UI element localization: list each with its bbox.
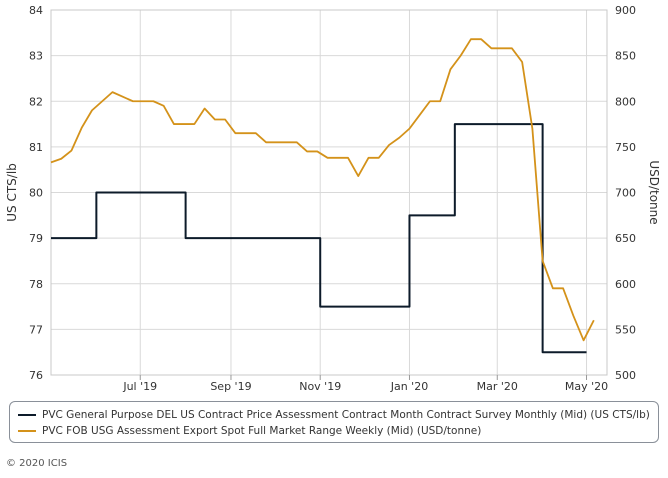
left-axis-title: US CTS/lb <box>5 163 19 222</box>
x-tick-label: Nov '19 <box>299 380 341 393</box>
vertical-gridlines <box>139 10 588 375</box>
left-axis-ticks: 76 77 78 79 80 81 82 83 84 <box>29 4 43 382</box>
left-tick-label: 81 <box>29 141 43 154</box>
right-axis-ticks: 500 550 600 650 700 750 800 850 900 <box>615 4 636 382</box>
x-axis-ticks: Jul '19 Sep '19 Nov '19 Jan '20 Mar '20 May '… <box>122 375 608 393</box>
left-tick-label: 84 <box>29 4 43 17</box>
left-tick-label: 78 <box>29 278 43 291</box>
legend-swatch-contract <box>18 414 36 416</box>
legend-item-contract[interactable]: PVC General Purpose DEL US Contract Pric… <box>18 407 650 423</box>
legend: PVC General Purpose DEL US Contract Pric… <box>9 401 659 443</box>
legend-item-spot[interactable]: PVC FOB USG Assessment Export Spot Full … <box>18 423 650 439</box>
series-layer <box>50 38 595 354</box>
right-tick-label: 600 <box>615 278 636 291</box>
right-tick-label: 700 <box>615 187 636 200</box>
left-tick-label: 76 <box>29 369 43 382</box>
x-tick-label: May '20 <box>565 380 608 393</box>
left-tick-label: 80 <box>29 187 43 200</box>
right-tick-label: 500 <box>615 369 636 382</box>
left-tick-label: 82 <box>29 95 43 108</box>
left-tick-label: 77 <box>29 323 43 336</box>
plot-area-frame <box>50 9 608 376</box>
legend-label-spot: PVC FOB USG Assessment Export Spot Full … <box>42 425 482 437</box>
right-tick-label: 850 <box>615 50 636 63</box>
right-axis-title: USD/tonne <box>647 160 661 224</box>
right-tick-label: 800 <box>615 95 636 108</box>
chart: 76 77 78 79 80 81 82 83 84 500 550 600 650 700 750 800… <box>5 4 661 393</box>
copyright-notice: © 2020 ICIS <box>6 458 68 469</box>
series-line-2 <box>50 38 595 342</box>
x-tick-label: Mar '20 <box>477 380 518 393</box>
right-tick-label: 550 <box>615 323 636 336</box>
right-tick-label: 900 <box>615 4 636 17</box>
left-tick-label: 83 <box>29 50 43 63</box>
legend-swatch-spot <box>18 430 36 432</box>
right-tick-label: 750 <box>615 141 636 154</box>
series-line-1 <box>51 123 587 354</box>
x-tick-label: Jul '19 <box>122 380 157 393</box>
x-tick-label: Sep '19 <box>210 380 251 393</box>
x-tick-label: Jan '20 <box>390 380 428 393</box>
right-tick-label: 650 <box>615 232 636 245</box>
left-tick-label: 79 <box>29 232 43 245</box>
legend-label-contract: PVC General Purpose DEL US Contract Pric… <box>42 409 650 421</box>
